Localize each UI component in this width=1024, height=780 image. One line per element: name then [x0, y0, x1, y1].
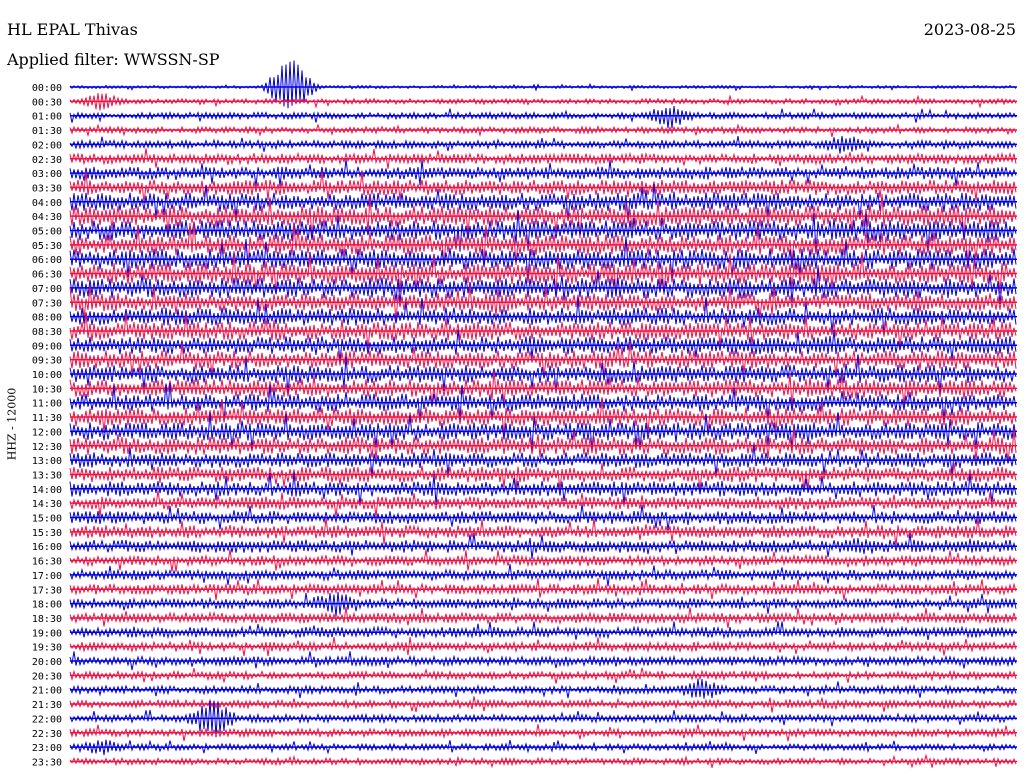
seismic-trace-row — [69, 135, 1017, 154]
row-time-label: 01:00 — [32, 112, 62, 123]
row-time-label: 06:30 — [32, 270, 62, 281]
row-time-label: 16:00 — [32, 542, 62, 553]
row-time-label: 17:00 — [32, 571, 62, 582]
row-time-label: 01:30 — [32, 126, 62, 137]
seismic-trace-row — [69, 667, 1017, 684]
seismic-trace-row — [69, 503, 1017, 531]
row-time-label: 17:30 — [32, 585, 62, 596]
row-time-label: 06:00 — [32, 255, 62, 266]
row-time-label: 21:00 — [32, 686, 62, 697]
date-label: 2023-08-25 — [923, 20, 1016, 39]
row-time-label: 07:30 — [32, 298, 62, 309]
row-time-label: 12:00 — [32, 427, 62, 438]
row-time-label: 23:30 — [32, 757, 62, 768]
row-time-label: 22:30 — [32, 729, 62, 740]
seismic-trace-row — [69, 354, 1017, 394]
row-time-label: 21:30 — [32, 700, 62, 711]
row-time-label: 04:00 — [32, 198, 62, 209]
row-time-label: 14:30 — [32, 499, 62, 510]
row-time-label: 14:00 — [32, 485, 62, 496]
row-time-label: 12:30 — [32, 442, 62, 453]
station-title: HL EPAL Thivas — [7, 20, 138, 39]
row-time-label: 15:30 — [32, 528, 62, 539]
row-time-label: 05:30 — [32, 241, 62, 252]
seismic-trace-row — [69, 532, 1017, 560]
row-time-label: 11:30 — [32, 413, 62, 424]
row-time-label: 18:30 — [32, 614, 62, 625]
seismic-trace-row — [69, 122, 1017, 138]
row-time-label: 04:30 — [32, 212, 62, 223]
row-time-label: 08:30 — [32, 327, 62, 338]
row-time-label: 11:00 — [32, 399, 62, 410]
seismic-trace-row — [69, 753, 1017, 769]
seismic-trace-row — [69, 412, 1017, 451]
seismic-trace-row — [69, 284, 1017, 322]
row-time-label: 05:00 — [32, 227, 62, 238]
row-time-label: 03:30 — [32, 183, 62, 194]
seismic-trace-row — [69, 236, 1017, 282]
row-time-label: 13:30 — [32, 470, 62, 481]
row-time-label: 07:00 — [32, 284, 62, 295]
row-time-label: 08:00 — [32, 313, 62, 324]
seismic-trace-row — [69, 621, 1017, 641]
row-time-label: 03:00 — [32, 169, 62, 180]
row-time-label: 10:30 — [32, 384, 62, 395]
row-time-label: 09:30 — [32, 356, 62, 367]
seismic-trace-row — [69, 472, 1017, 506]
seismic-trace-row — [69, 170, 1017, 204]
row-time-label: 13:00 — [32, 456, 62, 467]
row-time-label: 02:30 — [32, 155, 62, 166]
seismic-trace-row — [69, 382, 1017, 423]
row-time-label: 18:00 — [32, 600, 62, 611]
row-time-label: 19:30 — [32, 643, 62, 654]
filter-label: Applied filter: WWSSN-SP — [7, 50, 220, 69]
row-time-label: 09:00 — [32, 341, 62, 352]
seismic-trace-row — [69, 578, 1017, 601]
seismic-trace-row — [69, 678, 1017, 699]
seismic-trace-row — [69, 462, 1017, 492]
row-time-label: 16:30 — [32, 557, 62, 568]
seismic-trace-row — [69, 106, 1017, 129]
seismic-trace-row — [69, 251, 1017, 296]
seismic-trace-row — [69, 209, 1017, 254]
seismic-trace-row — [69, 444, 1017, 477]
row-time-label: 00:30 — [32, 97, 62, 108]
seismic-trace-row — [69, 222, 1017, 268]
seismic-trace-row — [69, 651, 1017, 671]
row-time-label: 10:00 — [32, 370, 62, 381]
row-time-label: 20:00 — [32, 657, 62, 668]
row-time-label: 23:00 — [32, 743, 62, 754]
row-time-label: 19:00 — [32, 628, 62, 639]
row-time-label: 15:00 — [32, 514, 62, 525]
seismic-trace-row — [69, 397, 1017, 437]
row-time-label: 20:30 — [32, 671, 62, 682]
row-time-label: 22:00 — [32, 714, 62, 725]
row-time-label: 02:00 — [32, 140, 62, 151]
seismic-trace-row — [69, 370, 1017, 409]
seismic-trace-row — [69, 267, 1017, 305]
row-time-label: 00:00 — [32, 83, 62, 94]
